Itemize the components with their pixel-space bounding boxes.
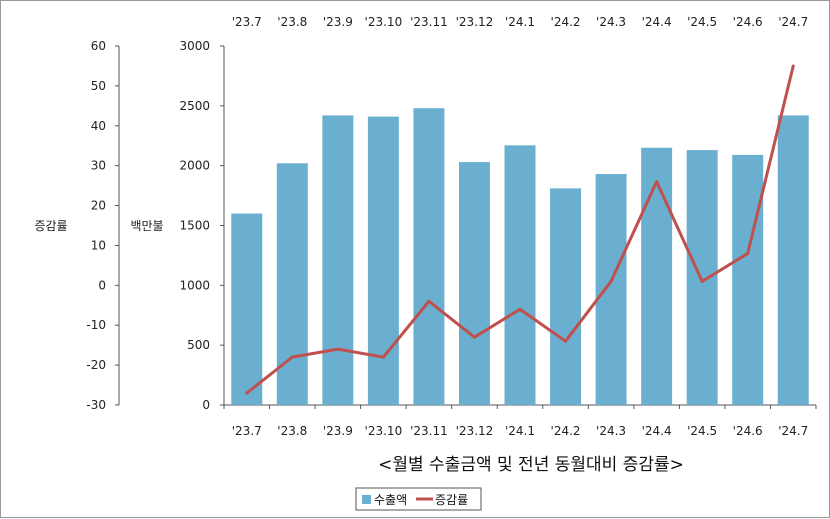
bottom-category-label: '24.7 [778, 424, 808, 438]
bottom-category-labels: '23.7 '23.8 '23.9 '23.10 '23.11 '23.12 '24.1 '2… [232, 424, 808, 438]
legend-swatch-amount [362, 495, 371, 504]
bar-'24.2 [550, 188, 582, 405]
bottom-category-label: '24.1 [505, 424, 535, 438]
rate-tick-label: 10 [91, 238, 106, 252]
bottom-category-label: '24.5 [687, 424, 717, 438]
chart-title: <월별 수출금액 및 전년 동월대비 증감률> [378, 455, 684, 475]
top-category-label: '24.2 [551, 15, 581, 29]
growth-point-'24.5 [700, 279, 704, 283]
rate-tick-label: 50 [91, 79, 106, 93]
growth-point-'24.1 [518, 307, 522, 311]
amount-tick-label: 0 [202, 398, 210, 412]
legend-label-amount: 수출액 [374, 493, 407, 507]
amount-tick-label: 1000 [179, 278, 210, 292]
top-category-label: '24.1 [505, 15, 535, 29]
bottom-category-label: '23.7 [232, 424, 262, 438]
growth-point-'24.7 [791, 64, 795, 68]
growth-point-'23.12 [472, 335, 476, 339]
growth-point-'23.9 [336, 347, 340, 351]
growth-point-'24.2 [564, 339, 568, 343]
bar-'24.4 [641, 147, 673, 405]
amount-tick-label: 500 [187, 338, 210, 352]
top-category-label: '23.12 [456, 15, 494, 29]
amount-tick-label: 1500 [179, 219, 210, 233]
bar-'23.9 [322, 115, 354, 405]
growth-point-'24.3 [609, 279, 613, 283]
rate-tick-label: 60 [91, 39, 106, 53]
rate-tick-label: 0 [98, 278, 106, 292]
growth-point-'24.6 [746, 251, 750, 255]
growth-point-'23.10 [381, 355, 385, 359]
rate-tick-label: -10 [86, 318, 106, 332]
growth-point-'24.4 [655, 180, 659, 184]
growth-point-'23.7 [245, 391, 249, 395]
rate-tick-label: -30 [86, 398, 106, 412]
bar-'23.10 [367, 116, 399, 405]
growth-line [245, 64, 795, 395]
bottom-category-label: '24.3 [596, 424, 626, 438]
top-category-label: '23.8 [277, 15, 307, 29]
legend-label-rate: 증감률 [435, 493, 468, 507]
amount-axis-title: 백만불 [130, 219, 163, 233]
bottom-category-label: '24.6 [733, 424, 763, 438]
bottom-category-label: '23.9 [323, 424, 353, 438]
bottom-category-label: '23.10 [365, 424, 403, 438]
growth-point-'23.11 [427, 299, 431, 303]
bottom-category-label: '23.8 [277, 424, 307, 438]
amount-tick-label: 2000 [179, 159, 210, 173]
bottom-category-label: '23.12 [456, 424, 494, 438]
bottom-category-label: '23.11 [410, 424, 448, 438]
top-category-label: '23.10 [365, 15, 403, 29]
rate-tick-label: -20 [86, 358, 106, 372]
export-bars [231, 108, 809, 405]
bottom-category-label: '24.2 [551, 424, 581, 438]
top-category-labels: '23.7 '23.8 '23.9 '23.10 '23.11 '23.12 '24.1 '2… [232, 15, 808, 29]
rate-axis-title: 증감률 [34, 219, 67, 233]
bar-'24.1 [504, 145, 536, 405]
rate-tick-label: 40 [91, 119, 106, 133]
top-category-label: '24.5 [687, 15, 717, 29]
growth-point-'23.8 [290, 355, 294, 359]
top-category-label: '24.4 [642, 15, 672, 29]
bar-'24.7 [777, 115, 809, 405]
bar-'24.5 [686, 150, 718, 405]
bar-'24.6 [732, 154, 764, 405]
bar-'24.3 [595, 174, 627, 405]
bar-'23.11 [413, 108, 445, 405]
amount-tick-label: 2500 [179, 99, 210, 113]
top-category-label: '24.3 [596, 15, 626, 29]
amount-tick-label: 3000 [179, 39, 210, 53]
rate-tick-label: 30 [91, 159, 106, 173]
amount-axis: 0 500 1000 1500 2000 2500 3000 [179, 39, 817, 412]
rate-tick-label: 20 [91, 199, 106, 213]
top-category-label: '23.9 [323, 15, 353, 29]
legend: 수출액 증감률 [355, 487, 482, 511]
bottom-category-label: '24.4 [642, 424, 672, 438]
bar-'23.7 [231, 213, 263, 405]
top-category-label: '23.7 [232, 15, 262, 29]
top-category-label: '23.11 [410, 15, 448, 29]
top-category-label: '24.7 [778, 15, 808, 29]
top-category-label: '24.6 [733, 15, 763, 29]
bar-'23.12 [458, 162, 490, 405]
bar-'23.8 [276, 163, 308, 405]
rate-axis: -30 -20 -10 0 10 20 30 40 50 60 [86, 39, 120, 412]
